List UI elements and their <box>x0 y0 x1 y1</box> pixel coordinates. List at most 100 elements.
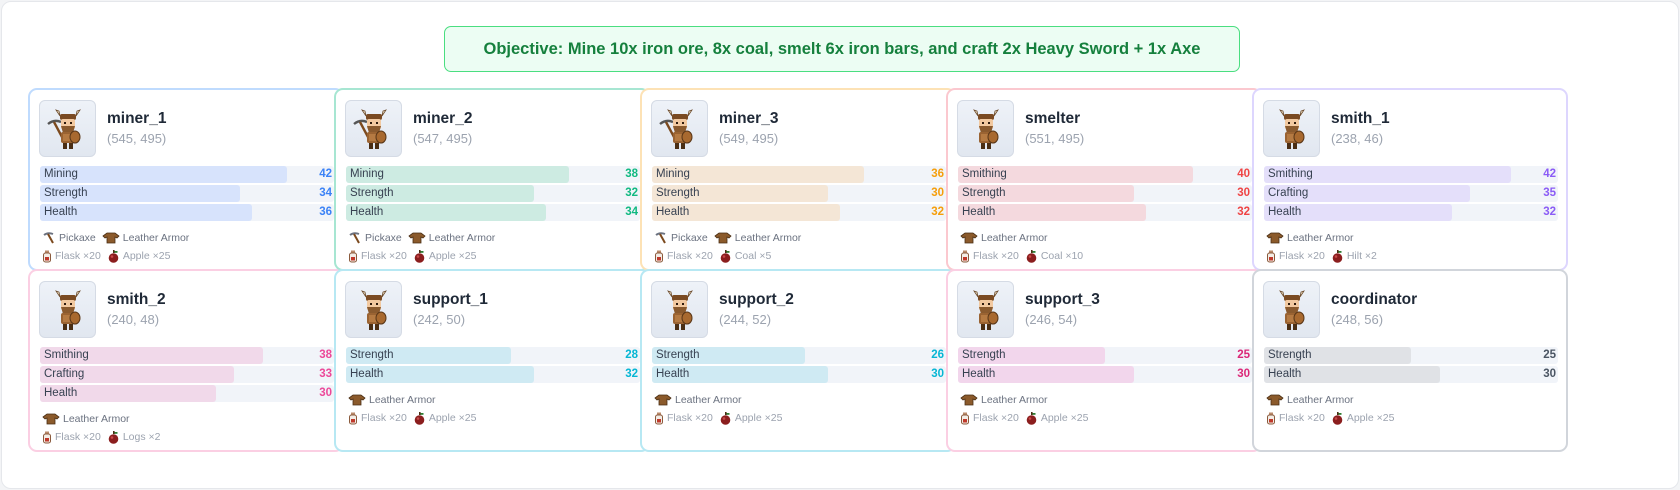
stat-label: Mining <box>350 168 384 180</box>
inventory-label: Apple ×25 <box>1040 412 1089 424</box>
stat-value: 38 <box>625 168 638 180</box>
stat-bar-strength: Strength 25 <box>958 347 1252 364</box>
equipment-item: Leather Armor <box>960 394 1048 406</box>
equipment-label: Pickaxe <box>59 232 96 244</box>
agent-items: Pickaxe Leather Armor Flask ×20 Apple ×25 <box>348 229 501 265</box>
agent-card-smelter[interactable]: smelter (551, 495) Smithing 40 Strength 30 Hea… <box>946 88 1262 271</box>
leather-armor-icon <box>1266 394 1287 406</box>
stat-bar-strength: Strength 32 <box>346 185 640 202</box>
stat-bar-fill <box>346 166 569 183</box>
leather-armor-icon <box>408 232 429 244</box>
leather-armor-icon <box>960 232 981 244</box>
inventory-item: Flask ×20 <box>42 250 101 263</box>
stat-label: Mining <box>44 168 78 180</box>
inventory-item: Flask ×20 <box>348 412 407 425</box>
stat-bar-health: Health 32 <box>652 204 946 221</box>
stat-bar-smithing: Smithing 42 <box>1264 166 1558 183</box>
agent-stats: Strength 25 Health 30 <box>1264 347 1558 385</box>
stat-value: 35 <box>1543 187 1556 199</box>
stat-label: Health <box>350 368 384 380</box>
stat-bar-fill <box>1264 366 1440 383</box>
equipment-label: Leather Armor <box>63 413 130 425</box>
stat-bar-fill <box>40 347 263 364</box>
stat-value: 32 <box>625 368 638 380</box>
leather-armor-icon <box>654 394 675 406</box>
agent-card-smith-2[interactable]: smith_2 (240, 48) Smithing 38 Crafting 33 Heal… <box>28 269 344 452</box>
agent-avatar <box>1263 100 1320 157</box>
agent-card-support-3[interactable]: support_3 (246, 54) Strength 25 Health 30 Leat… <box>946 269 1262 452</box>
agent-name: support_1 <box>413 291 488 308</box>
stat-value: 36 <box>319 206 332 218</box>
stat-bar-fill <box>1264 347 1411 364</box>
stat-bar-crafting: Crafting 35 <box>1264 185 1558 202</box>
agent-card-miner-3[interactable]: miner_3 (549, 495) Mining 36 Strength 30 Healt… <box>640 88 956 271</box>
equipment-label: Leather Armor <box>1287 232 1354 244</box>
agent-card-miner-2[interactable]: miner_2 (547, 495) Mining 38 Strength 32 Healt… <box>334 88 650 271</box>
inventory-row: Flask ×20 Coal ×10 <box>960 247 1089 265</box>
inventory-item: Flask ×20 <box>654 250 713 263</box>
inventory-label: Logs ×2 <box>122 431 161 443</box>
agent-items: Leather Armor Flask ×20 Hilt ×2 <box>1266 229 1383 265</box>
stat-label: Smithing <box>44 349 89 361</box>
inventory-row: Flask ×20 Coal ×5 <box>654 247 807 265</box>
stat-bar-health: Health 34 <box>346 204 640 221</box>
equipment-label: Leather Armor <box>369 394 436 406</box>
stat-bar-mining: Mining 42 <box>40 166 334 183</box>
stat-label: Strength <box>962 349 1006 361</box>
coal-icon <box>719 249 735 263</box>
agent-name: coordinator <box>1331 291 1418 308</box>
inventory-item: Flask ×20 <box>1266 250 1325 263</box>
inventory-label: Coal ×10 <box>1040 250 1084 262</box>
apple-icon <box>107 249 123 263</box>
equipment-item: Leather Armor <box>654 394 742 406</box>
stat-bar-fill <box>958 204 1146 221</box>
agent-stats: Mining 38 Strength 32 Health 34 <box>346 166 640 223</box>
stat-bar-health: Health 30 <box>1264 366 1558 383</box>
equipment-item: Pickaxe <box>42 232 96 244</box>
inventory-label: Apple ×25 <box>428 250 477 262</box>
stat-bar-fill <box>346 204 546 221</box>
equipment-label: Leather Armor <box>1287 394 1354 406</box>
agent-card-support-1[interactable]: support_1 (242, 50) Strength 28 Health 32 Leat… <box>334 269 650 452</box>
agent-card-support-2[interactable]: support_2 (244, 52) Strength 26 Health 30 Leat… <box>640 269 956 452</box>
agent-name: smith_2 <box>107 291 166 308</box>
stat-value: 30 <box>1237 187 1250 199</box>
stat-bar-fill <box>40 185 240 202</box>
agent-name: miner_1 <box>107 110 167 127</box>
inventory-item: Apple ×25 <box>719 411 782 425</box>
stat-label: Health <box>44 206 78 218</box>
inventory-item: Apple ×25 <box>413 411 476 425</box>
equipment-label: Leather Armor <box>981 232 1048 244</box>
agent-card-coordinator[interactable]: coordinator (248, 56) Strength 25 Health 30 Le… <box>1252 269 1568 452</box>
flask-icon <box>42 250 55 263</box>
stat-label: Health <box>44 387 78 399</box>
stat-bar-health: Health 32 <box>1264 204 1558 221</box>
equipment-label: Pickaxe <box>365 232 402 244</box>
stat-bar-strength: Strength 30 <box>652 185 946 202</box>
inventory-item: Logs ×2 <box>107 430 161 444</box>
equipment-item: Leather Armor <box>102 232 189 244</box>
agent-name: miner_2 <box>413 110 473 127</box>
agent-stats: Smithing 40 Strength 30 Health 32 <box>958 166 1252 223</box>
inventory-row: Flask ×20 Apple ×25 <box>348 247 501 265</box>
inventory-item: Flask ×20 <box>654 412 713 425</box>
agent-card-smith-1[interactable]: smith_1 (238, 46) Smithing 42 Crafting 35 Heal… <box>1252 88 1568 271</box>
equipment-item: Leather Armor <box>1266 232 1354 244</box>
stat-label: Strength <box>656 349 700 361</box>
inventory-label: Flask ×20 <box>361 412 407 424</box>
stat-label: Health <box>1268 206 1302 218</box>
stat-value: 30 <box>931 187 944 199</box>
equipment-row: Leather Armor <box>1266 229 1383 247</box>
stat-value: 33 <box>319 368 332 380</box>
equipment-row: Leather Armor <box>960 391 1094 409</box>
stat-value: 28 <box>625 349 638 361</box>
hilt-icon <box>1331 249 1347 263</box>
agent-card-miner-1[interactable]: miner_1 (545, 495) Mining 42 Strength 34 Healt… <box>28 88 344 271</box>
stat-bar-fill <box>652 347 805 364</box>
apple-icon <box>413 411 429 425</box>
agent-avatar <box>39 281 96 338</box>
agent-coords: (547, 495) <box>413 131 473 146</box>
objective-text: Objective: Mine 10x iron ore, 8x coal, s… <box>483 39 1201 58</box>
agent-items: Pickaxe Leather Armor Flask ×20 Apple ×25 <box>42 229 195 265</box>
